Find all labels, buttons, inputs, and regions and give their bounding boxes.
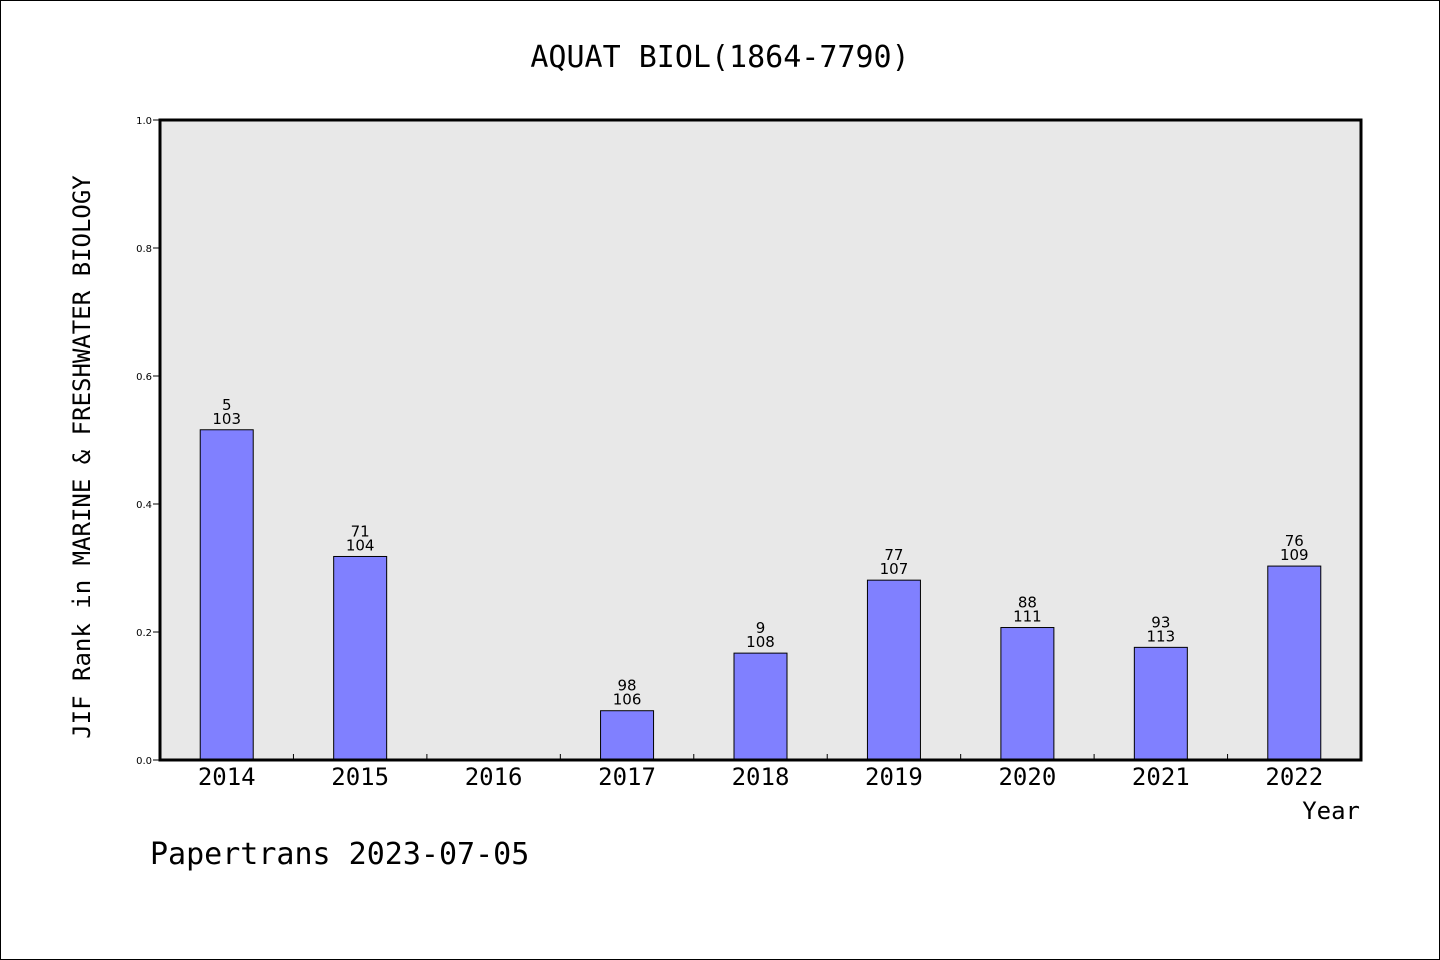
chart-title: AQUAT BIOL(1864-7790) <box>530 40 909 75</box>
x-axis: 2014 2015 2016 2017 2018 2019 2020 2021 2022 <box>198 754 1323 791</box>
bar-rank-label: 9 <box>756 619 766 637</box>
x-tick-label: 2021 <box>1132 763 1190 791</box>
x-tick-label: 2016 <box>465 763 523 791</box>
bar-2019 <box>866 579 921 761</box>
bar-2021 <box>1133 646 1188 761</box>
y-tick-label: 0.6 <box>136 372 152 383</box>
bar-2017 <box>600 710 655 761</box>
bar-2015 <box>333 555 388 761</box>
x-tick-label: 2019 <box>865 763 923 791</box>
y-tick-label: 0.4 <box>136 500 152 511</box>
x-axis-label: Year <box>1302 797 1360 825</box>
bar-2018 <box>733 652 788 761</box>
bar-rank-label: 98 <box>618 677 637 695</box>
bar-total-label: 111 <box>1013 608 1042 626</box>
bar-total-label: 108 <box>746 633 775 651</box>
bar-rank-label: 93 <box>1151 613 1170 631</box>
x-tick-label: 2017 <box>598 763 656 791</box>
y-axis-label: JIF Rank in MARINE & FRESHWATER BIOLOGY <box>68 175 96 739</box>
bar-rank-label: 88 <box>1018 594 1037 612</box>
bar-rank-label: 77 <box>884 546 903 564</box>
x-tick-label: 2014 <box>198 763 256 791</box>
bar-total-label: 113 <box>1147 627 1176 645</box>
y-axis: 0.0 0.2 0.4 0.6 0.8 1.0 <box>136 116 160 767</box>
footer-watermark: Papertrans 2023-07-05 <box>150 837 529 872</box>
x-tick-label: 2015 <box>331 763 389 791</box>
bar-total-label: 104 <box>346 536 375 554</box>
plot-border <box>158 118 1363 762</box>
bar-2020 <box>1000 627 1055 761</box>
y-tick-label: 0.0 <box>136 756 152 767</box>
bar-total-label: 103 <box>212 410 241 428</box>
bar-rank-label: 5 <box>222 396 232 414</box>
y-tick-label: 0.2 <box>136 628 152 639</box>
bar-total-label: 106 <box>613 691 642 709</box>
y-tick-label: 1.0 <box>136 116 152 127</box>
bar-rank-label: 76 <box>1285 532 1304 550</box>
x-tick-label: 2022 <box>1265 763 1323 791</box>
bar-2014 <box>199 429 254 761</box>
bar-rank-label: 71 <box>351 522 370 540</box>
bar-total-label: 107 <box>880 560 909 578</box>
y-tick-label: 0.8 <box>136 244 152 255</box>
x-tick-label: 2020 <box>998 763 1056 791</box>
bar-2022 <box>1267 565 1322 761</box>
bar-total-label: 109 <box>1280 546 1309 564</box>
x-tick-label: 2018 <box>732 763 790 791</box>
